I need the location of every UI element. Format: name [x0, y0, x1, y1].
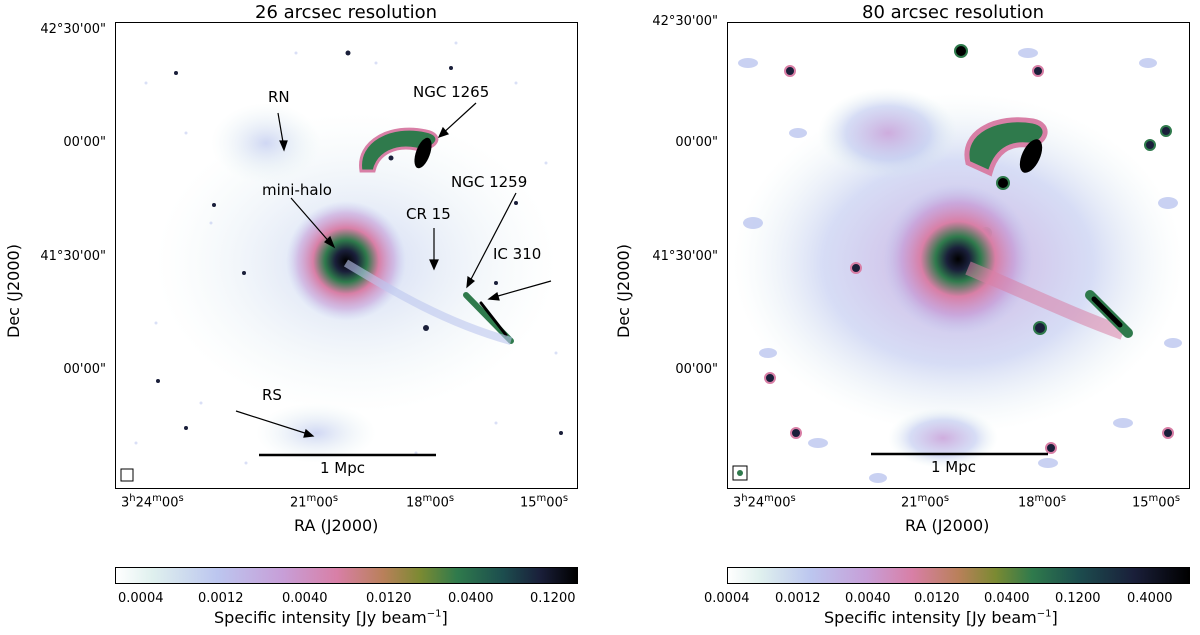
right-cb-tick-2: 0.0040	[845, 591, 891, 606]
right-cb-tick-0: 0.0004	[704, 591, 750, 606]
left-xtick-2: 18m00s	[406, 493, 455, 511]
left-xtick-3: 15m00s	[520, 493, 569, 511]
left-ngc1265-head	[414, 137, 432, 169]
right-cb-tick-1: 0.0012	[775, 591, 821, 606]
right-radio-map	[732, 44, 1183, 483]
left-label-rn: RN	[268, 88, 290, 106]
left-label-ic310: IC 310	[493, 245, 542, 263]
left-ic310-core	[479, 301, 508, 337]
left-cb-tick-4: 0.0400	[448, 591, 494, 606]
right-scalebar-label: 1 Mpc	[931, 458, 977, 476]
right-ic310-core	[1091, 296, 1123, 328]
right-ngc1265-head	[1019, 139, 1043, 173]
left-ytick-3: 00'00"	[63, 362, 106, 377]
right-cb-tick-3: 0.0120	[914, 591, 960, 606]
left-ytick-1: 00'00"	[63, 135, 106, 150]
left-ngc1265-tail	[359, 127, 439, 173]
left-cb-tick-0: 0.0004	[118, 591, 164, 606]
left-label-cr15: CR 15	[406, 205, 451, 223]
right-ylabel: Dec (J2000)	[614, 244, 633, 338]
right-ytick-2: 41°30'00"	[652, 249, 718, 264]
left-mini-halo	[286, 201, 406, 321]
right-radio-image	[727, 22, 1190, 489]
right-ytick-1: 00'00"	[675, 135, 718, 150]
right-ngc1265-tail	[964, 117, 1048, 177]
left-xtick-1: 21m00s	[290, 493, 339, 511]
left-point-sources	[156, 50, 563, 435]
left-cb-tick-2: 0.0040	[282, 591, 328, 606]
right-xtick-3: 15m00s	[1132, 493, 1181, 511]
right-bridge-emission	[965, 261, 1126, 340]
left-ylabel: Dec (J2000)	[4, 244, 23, 338]
left-cb-tick-1: 0.0012	[198, 591, 244, 606]
left-arrows	[235, 102, 552, 438]
left-cb-tick-3: 0.0120	[366, 591, 412, 606]
right-xtick-1: 21m00s	[901, 493, 950, 511]
left-radio-map	[120, 41, 563, 482]
left-label-mini-halo: mini-halo	[262, 181, 332, 199]
right-xtick-0: 3h24m00s	[733, 493, 796, 511]
left-radio-image	[115, 22, 578, 489]
right-beam-box	[732, 465, 748, 481]
left-ytick-0: 42°30'00"	[40, 22, 106, 37]
left-xtick-0: 3h24m00s	[121, 493, 184, 511]
left-colorbar-label: Specific intensity [Jy beam−1]	[214, 608, 448, 627]
right-cb-tick-6: 0.4000	[1127, 591, 1173, 606]
right-xtick-2: 18m00s	[1018, 493, 1067, 511]
right-ytick-0: 42°30'00"	[652, 14, 718, 29]
right-beam-ellipse	[737, 470, 743, 476]
right-panel-title: 80 arcsec resolution	[862, 2, 1044, 23]
left-scalebar-label: 1 Mpc	[320, 459, 366, 477]
right-mini-halo	[883, 184, 1033, 334]
right-cb-tick-4: 0.0400	[984, 591, 1030, 606]
left-xlabel: RA (J2000)	[294, 516, 379, 535]
left-label-rs: RS	[262, 386, 282, 404]
left-colorbar	[115, 567, 578, 584]
right-cb-tick-5: 0.1200	[1055, 591, 1101, 606]
right-ytick-3: 00'00"	[675, 362, 718, 377]
left-label-ngc1259: NGC 1259	[451, 173, 528, 191]
right-colorbar	[727, 567, 1190, 584]
left-cb-tick-5: 0.1200	[530, 591, 576, 606]
left-panel-title: 26 arcsec resolution	[255, 2, 437, 23]
left-label-ngc1265: NGC 1265	[413, 83, 490, 101]
right-colorbar-label: Specific intensity [Jy beam−1]	[824, 608, 1058, 627]
left-beam-box	[120, 468, 134, 482]
right-xlabel: RA (J2000)	[905, 516, 990, 535]
left-bridge-emission	[343, 259, 513, 345]
left-ytick-2: 41°30'00"	[40, 249, 106, 264]
right-noise-blobs	[738, 48, 1182, 483]
